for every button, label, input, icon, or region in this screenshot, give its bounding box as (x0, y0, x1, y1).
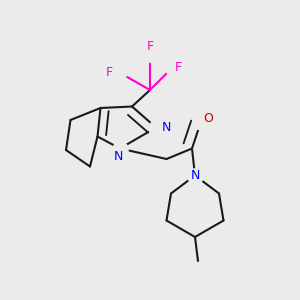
Text: N: N (114, 149, 123, 163)
Text: F: F (106, 65, 113, 79)
Text: O: O (204, 112, 213, 125)
Text: N: N (190, 169, 200, 182)
Text: F: F (175, 61, 182, 74)
Text: N: N (162, 121, 171, 134)
Text: F: F (146, 40, 154, 53)
